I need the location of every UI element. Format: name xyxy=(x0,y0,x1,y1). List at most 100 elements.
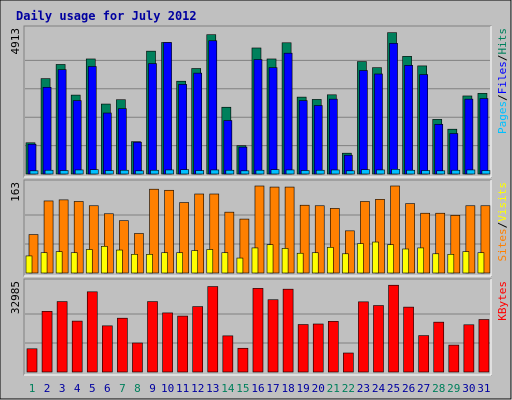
day-label: 28 xyxy=(432,382,445,395)
bar-visits xyxy=(194,193,205,274)
panel-visits-sites: 163 Sites/Visits xyxy=(9,179,509,277)
bar-files xyxy=(389,43,398,175)
bar-sites xyxy=(281,248,289,274)
bar-files xyxy=(238,146,248,175)
bar-pages xyxy=(210,169,220,175)
bar-files xyxy=(178,84,187,175)
bar-visits xyxy=(119,220,129,274)
bar-files xyxy=(87,66,97,175)
bar-pages xyxy=(225,169,235,175)
day-label: 2 xyxy=(44,382,51,395)
bar-files xyxy=(268,67,278,175)
bar-sites xyxy=(55,251,63,274)
bar-sites xyxy=(387,244,394,274)
bar-files xyxy=(419,74,428,175)
day-label: 15 xyxy=(236,382,249,395)
bar-sites xyxy=(311,252,319,274)
bar-files xyxy=(57,69,67,175)
day-label: 11 xyxy=(176,382,189,395)
bar-pages xyxy=(436,170,446,175)
bar-files xyxy=(133,141,142,175)
bar-pages xyxy=(150,169,159,175)
bar-pages xyxy=(74,169,84,175)
bar-visits xyxy=(360,201,370,274)
y-max-label: 32985 xyxy=(9,281,22,314)
bar-kbytes xyxy=(327,321,339,373)
bar-sites xyxy=(296,252,304,274)
bar-sites xyxy=(221,252,229,274)
bar-sites xyxy=(402,248,409,274)
bar-visits xyxy=(164,189,174,274)
bar-pages xyxy=(165,169,174,175)
bar-files xyxy=(298,100,308,175)
bar-sites xyxy=(40,252,48,274)
day-label: 12 xyxy=(191,382,204,395)
bar-sites xyxy=(462,251,470,274)
bar-visits xyxy=(390,185,400,274)
bar-kbytes xyxy=(132,342,143,373)
bar-visits xyxy=(405,203,415,274)
chart-title: Daily usage for July 2012 xyxy=(16,9,197,23)
day-label: 18 xyxy=(281,382,294,395)
y-max-label: 163 xyxy=(9,182,22,202)
bar-pages xyxy=(451,169,461,175)
day-label: 14 xyxy=(221,382,235,395)
bar-visits xyxy=(104,213,114,274)
bar-pages xyxy=(29,170,39,175)
bar-kbytes xyxy=(418,335,429,373)
legend-item: Pages xyxy=(496,101,509,134)
bar-sites xyxy=(266,244,274,274)
bar-pages xyxy=(466,169,476,175)
legend-item: Sites xyxy=(496,228,509,261)
bar-files xyxy=(223,120,233,175)
bar-visits xyxy=(88,205,99,274)
bar-kbytes xyxy=(177,315,188,373)
bar-files xyxy=(328,98,338,175)
bar-sites xyxy=(191,250,199,274)
bar-sites xyxy=(131,254,138,274)
bar-files xyxy=(313,105,323,175)
day-label: 4 xyxy=(74,382,81,395)
bar-files xyxy=(103,112,112,175)
bar-kbytes xyxy=(71,320,83,373)
bar-visits xyxy=(149,188,159,274)
bar-sites xyxy=(161,252,168,274)
bar-files xyxy=(163,42,172,175)
bar-visits xyxy=(375,199,385,274)
legend-item: Files xyxy=(496,61,509,94)
bar-visits xyxy=(254,185,265,274)
bar-visits xyxy=(224,211,235,274)
bar-visits xyxy=(28,234,39,274)
bar-files xyxy=(479,98,489,175)
day-label: 9 xyxy=(149,382,156,395)
bar-visits xyxy=(450,215,461,274)
bar-kbytes xyxy=(147,301,158,373)
bar-visits xyxy=(239,218,250,274)
bar-pages xyxy=(59,170,69,175)
bar-files xyxy=(434,123,444,175)
bar-pages xyxy=(89,169,99,175)
bar-visits xyxy=(209,193,220,274)
bar-pages xyxy=(135,170,144,175)
legend: KBytes xyxy=(496,281,509,321)
bar-visits xyxy=(284,186,295,274)
legend: Sites/Visits xyxy=(496,182,509,262)
bar-kbytes xyxy=(192,306,204,373)
bar-sites xyxy=(85,249,93,274)
bar-kbytes xyxy=(343,352,354,373)
bar-pages xyxy=(406,169,415,175)
bar-sites xyxy=(477,252,485,274)
bar-pages xyxy=(120,169,129,175)
bar-kbytes xyxy=(102,325,113,373)
bar-pages xyxy=(421,170,430,175)
bar-pages xyxy=(361,169,370,175)
bar-sites xyxy=(176,252,183,274)
legend: Pages/Files/Hits xyxy=(496,28,509,134)
bar-pages xyxy=(376,169,385,175)
bar-kbytes xyxy=(267,299,279,373)
day-label: 10 xyxy=(161,382,174,395)
bar-kbytes xyxy=(237,347,249,373)
day-label: 31 xyxy=(477,382,490,395)
bar-kbytes xyxy=(388,284,399,373)
